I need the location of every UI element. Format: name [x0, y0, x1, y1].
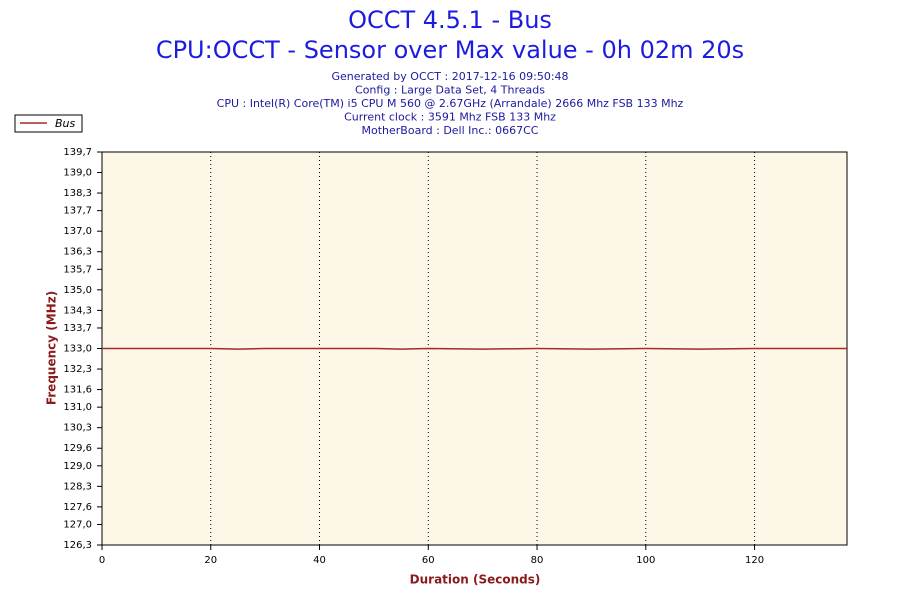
y-tick-label: 137,7 — [63, 206, 92, 217]
y-tick-label: 126,3 — [63, 540, 92, 551]
x-axis-label: Duration (Seconds) — [410, 573, 541, 587]
y-tick-label: 129,0 — [63, 461, 92, 472]
series-line — [102, 347, 847, 350]
y-tick-label: 133,0 — [63, 344, 92, 355]
chart-title: OCCT 4.5.1 - Bus — [348, 6, 552, 34]
y-tick-label: 137,0 — [63, 226, 92, 237]
y-tick-label: 138,3 — [63, 188, 92, 199]
chart-subtitle: CPU:OCCT - Sensor over Max value - 0h 02… — [156, 36, 744, 64]
x-tick-label: 120 — [745, 555, 764, 566]
info-line: Current clock : 3591 Mhz FSB 133 Mhz — [344, 111, 556, 124]
x-tick-label: 100 — [636, 555, 655, 566]
y-tick-label: 128,3 — [63, 481, 92, 492]
info-line: Generated by OCCT : 2017-12-16 09:50:48 — [331, 70, 568, 83]
legend-label: Bus — [55, 117, 76, 130]
x-tick-label: 40 — [313, 555, 326, 566]
y-tick-label: 136,3 — [63, 247, 92, 258]
y-tick-label: 132,3 — [63, 364, 92, 375]
y-tick-label: 127,6 — [63, 502, 92, 513]
x-tick-label: 60 — [422, 555, 435, 566]
y-tick-label: 134,3 — [63, 305, 92, 316]
y-tick-label: 139,7 — [63, 147, 92, 158]
x-tick-label: 20 — [204, 555, 217, 566]
y-tick-label: 130,3 — [63, 423, 92, 434]
y-tick-label: 131,6 — [63, 385, 92, 396]
y-tick-label: 139,0 — [63, 168, 92, 179]
x-tick-label: 0 — [99, 555, 105, 566]
x-tick-label: 80 — [531, 555, 544, 566]
info-line: MotherBoard : Dell Inc.: 0667CC — [362, 124, 539, 137]
y-tick-label: 135,7 — [63, 264, 92, 275]
legend-box — [14, 114, 83, 133]
y-tick-label: 129,6 — [63, 443, 92, 454]
y-tick-label: 127,0 — [63, 519, 92, 530]
y-tick-label: 135,0 — [63, 285, 92, 296]
y-tick-label: 131,0 — [63, 402, 92, 413]
info-line: Config : Large Data Set, 4 Threads — [355, 84, 545, 97]
y-tick-label: 133,7 — [63, 323, 92, 334]
info-line: CPU : Intel(R) Core(TM) i5 CPU M 560 @ 2… — [217, 97, 684, 110]
y-axis-label: Frequency (MHz) — [45, 291, 59, 405]
